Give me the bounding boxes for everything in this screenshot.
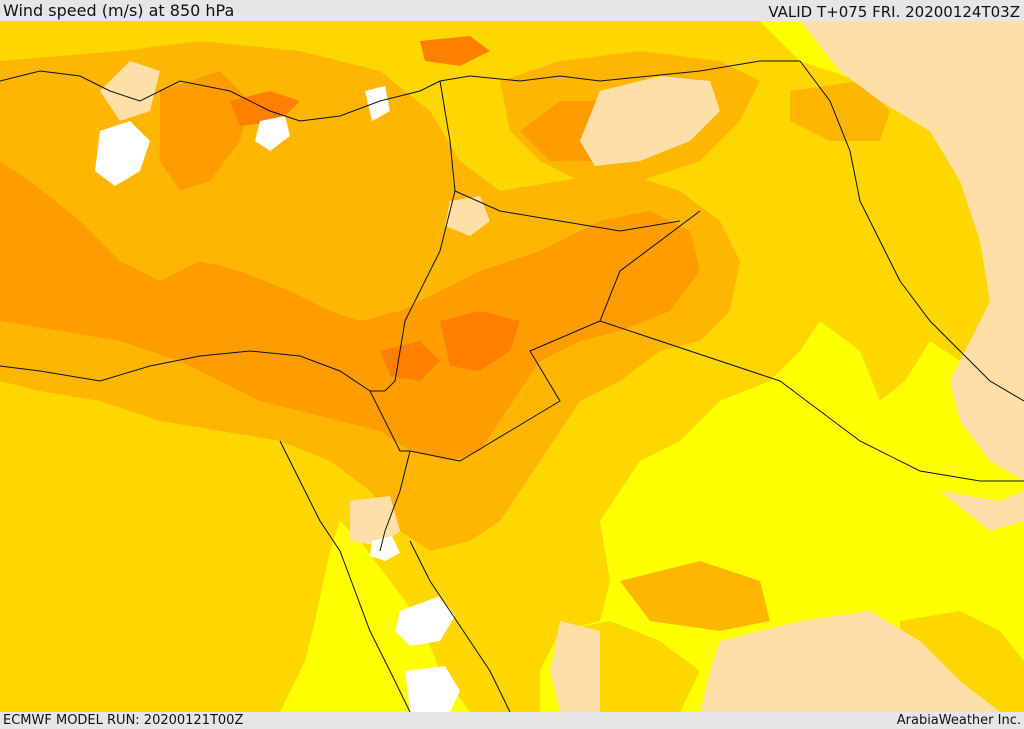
light-wind-region xyxy=(940,491,1024,531)
coastline-levant xyxy=(370,80,456,392)
light-wind-region xyxy=(550,621,600,712)
model-run-label: ECMWF MODEL RUN: 20200121T00Z xyxy=(3,713,244,728)
map-header: Wind speed (m/s) at 850 hPa VALID T+075 … xyxy=(0,0,1024,21)
border-iraq-saudi xyxy=(599,320,1024,482)
map-title: Wind speed (m/s) at 850 hPa xyxy=(3,1,235,20)
coastline-red-sea xyxy=(409,540,511,712)
light-wind-region xyxy=(800,21,1024,481)
calm-wind-patch xyxy=(395,596,455,646)
border-jordan-saudi xyxy=(409,210,701,462)
light-wind-region xyxy=(580,76,720,166)
coastline-sinai-gulf xyxy=(279,440,411,712)
calm-wind-patch xyxy=(405,666,460,712)
max-wind-region xyxy=(440,311,520,371)
max-wind-region xyxy=(380,341,440,381)
very-strong-wind-region xyxy=(160,71,250,191)
coastline-aqaba xyxy=(379,450,411,552)
light-wind-region xyxy=(100,61,160,121)
coastline-egypt xyxy=(0,350,371,392)
border-egypt-israel xyxy=(369,390,410,452)
strong-wind-region xyxy=(790,81,890,141)
fresh-wind-region xyxy=(110,591,250,691)
calm-wind-patch xyxy=(370,536,400,561)
wind-speed-map xyxy=(0,21,1024,712)
borders-layer xyxy=(0,60,1024,712)
calm-wind-patch xyxy=(95,121,150,186)
light-wind-region xyxy=(445,196,490,236)
strong-wind-region xyxy=(620,561,770,631)
calm-wind-patch xyxy=(255,116,290,151)
max-wind-region xyxy=(420,36,490,66)
border-iraq-iran xyxy=(799,60,1024,402)
border-syria xyxy=(454,190,681,232)
very-strong-wind-region xyxy=(0,161,700,461)
valid-time-label: VALID T+075 FRI. 20200124T03Z xyxy=(768,3,1020,21)
calm-wind-patch xyxy=(365,86,390,121)
light-wind-region xyxy=(700,611,1000,712)
coastline-turkey xyxy=(0,60,800,122)
map-footer: ECMWF MODEL RUN: 20200121T00Z ArabiaWeat… xyxy=(0,712,1024,729)
credit-label: ArabiaWeather Inc. xyxy=(896,713,1021,728)
light-wind-region xyxy=(350,496,400,546)
